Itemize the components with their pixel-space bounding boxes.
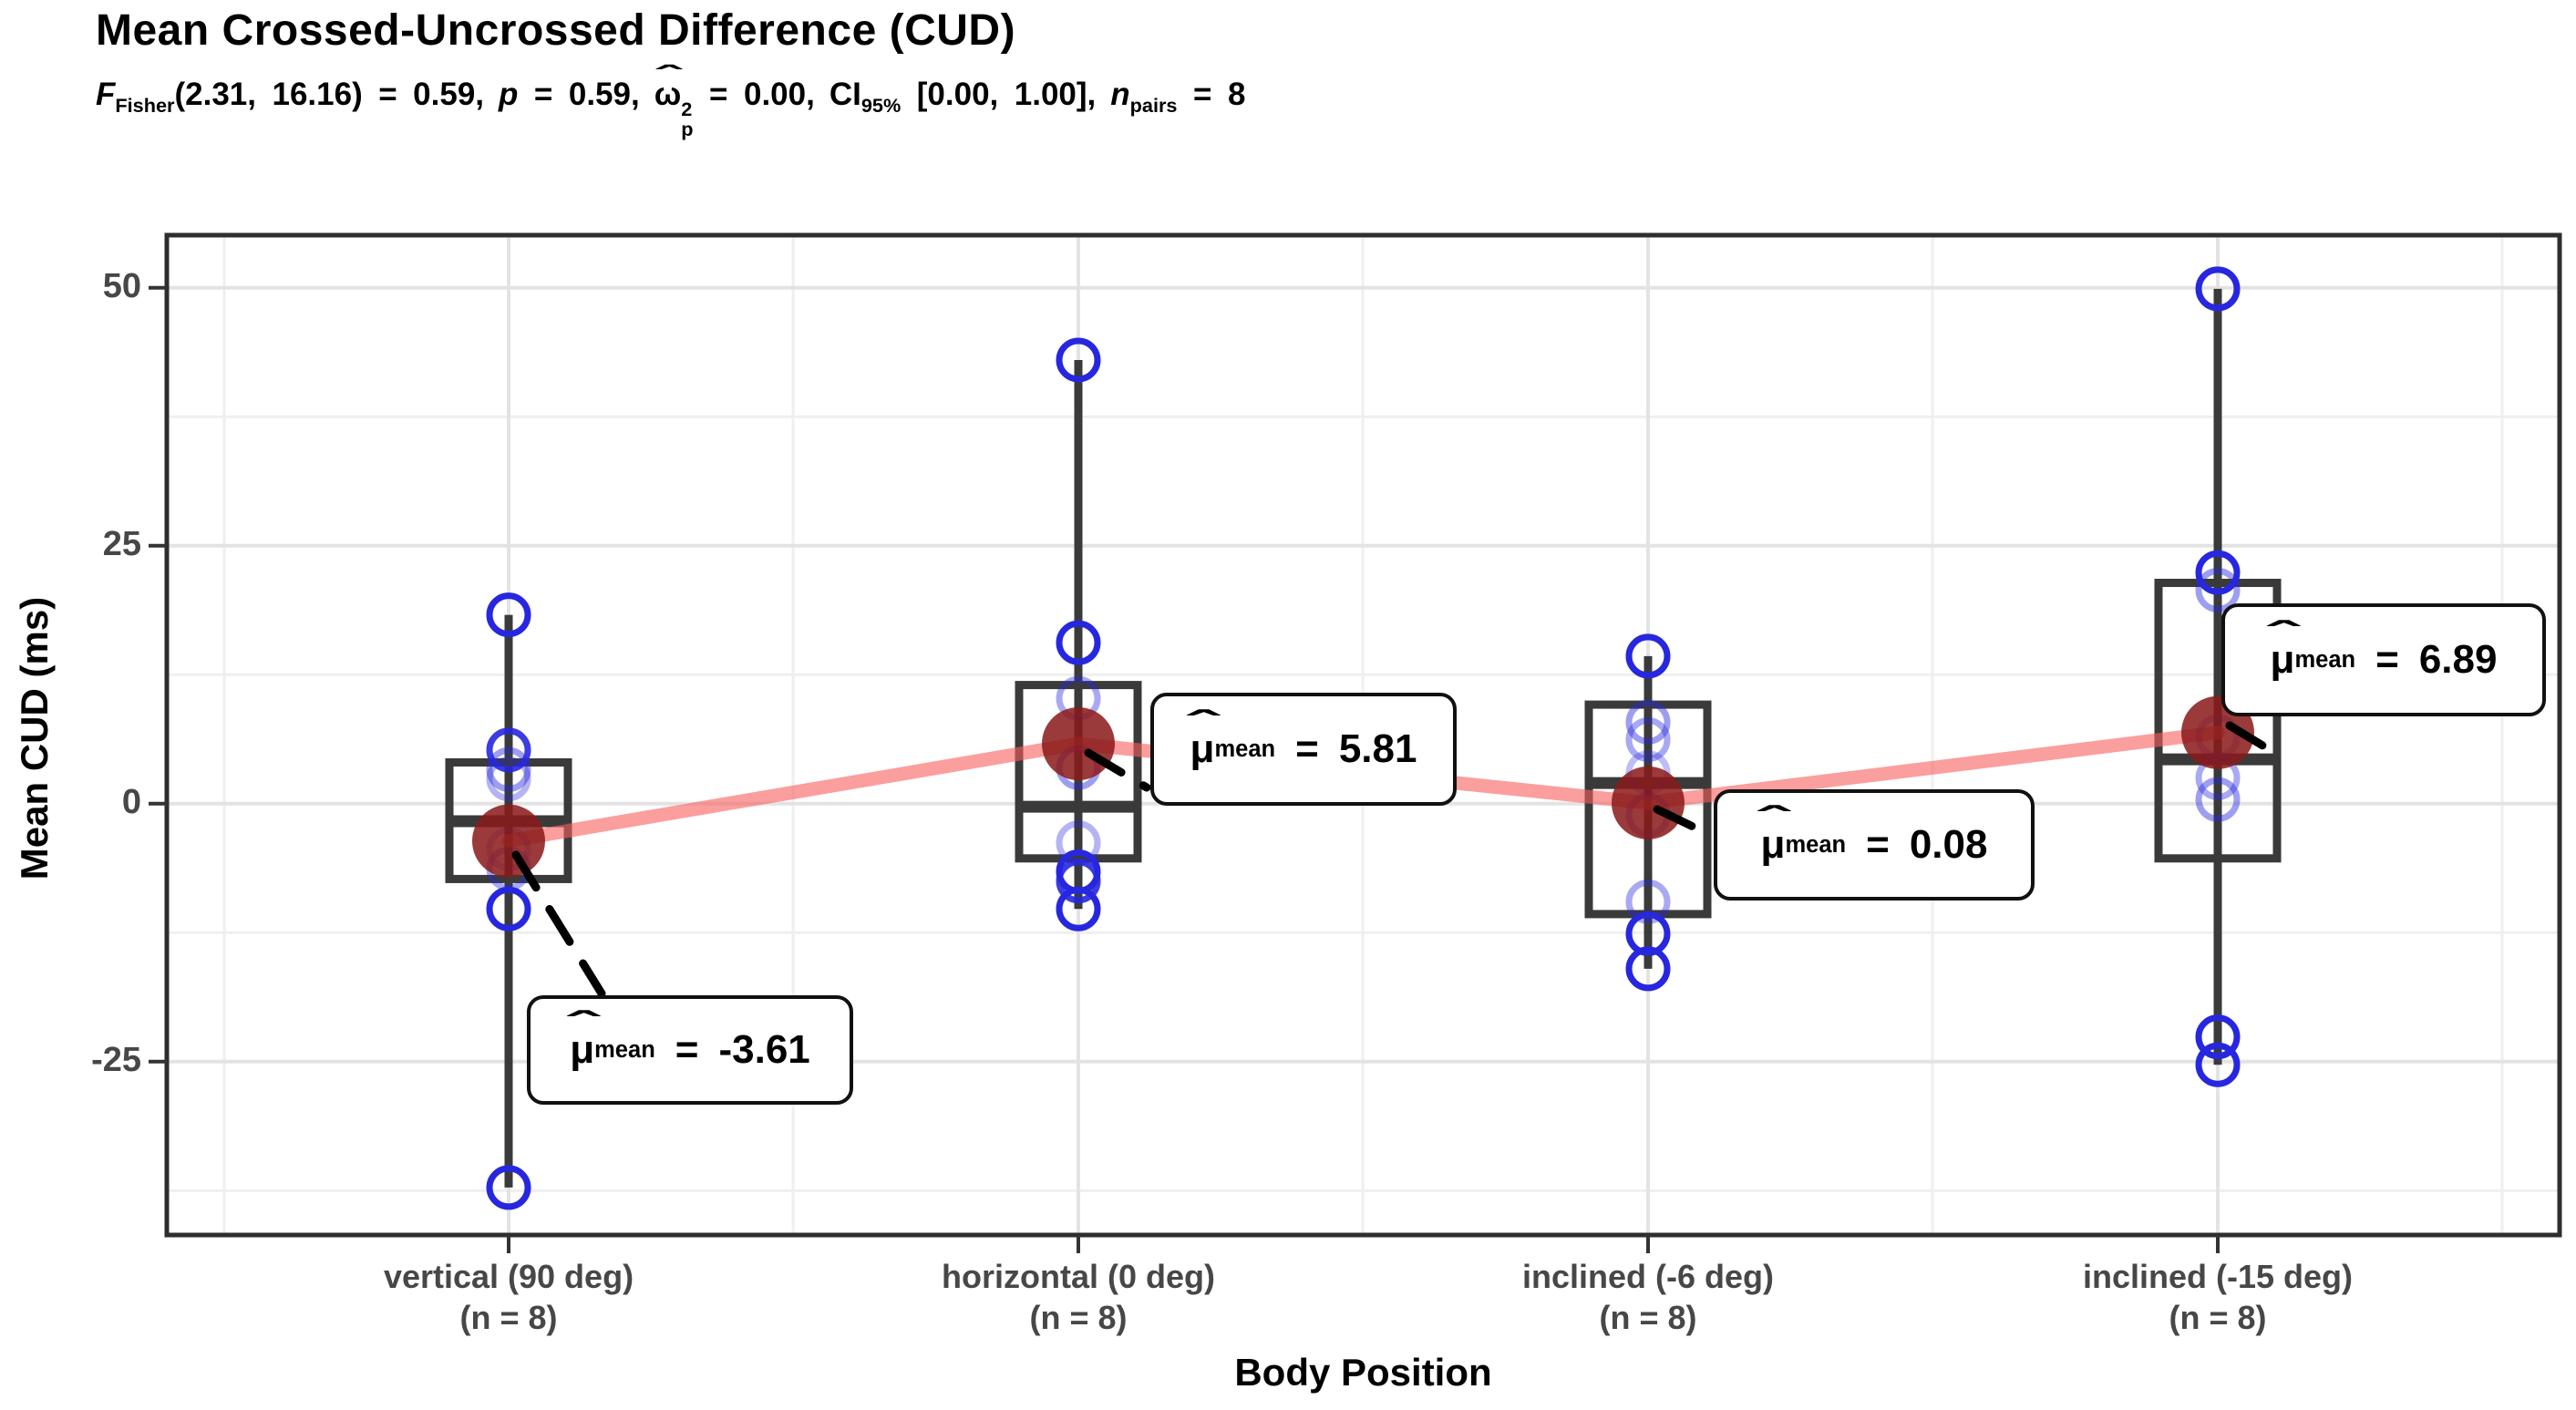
equals-sign: =	[1275, 726, 1339, 771]
y-tick-label: 25	[102, 524, 141, 563]
category-n: (n = 8)	[459, 1299, 558, 1336]
n-subscript: pairs	[1129, 94, 1178, 117]
x-tick-label: vertical (90 deg) (n = 8)	[253, 1256, 764, 1338]
data-point	[486, 756, 531, 802]
f-statistic-symbol: F	[96, 77, 116, 112]
data-point	[1625, 717, 1671, 763]
mean-annotation: ˆ μ mean = 6.89	[2221, 603, 2546, 716]
data-point	[1056, 886, 1101, 931]
mean-subscript: mean	[594, 1036, 655, 1063]
hat-accent: ˆ	[1186, 705, 1219, 746]
category-label: inclined (-6 deg)	[1521, 1258, 1774, 1295]
data-point	[1625, 879, 1671, 924]
x-tick-label: inclined (-15 deg) (n = 8)	[1963, 1256, 2473, 1338]
data-point	[2195, 1014, 2241, 1060]
ci-interval: [0.00, 1.00],	[901, 77, 1097, 112]
data-point	[1056, 337, 1101, 383]
x-tick-label: inclined (-6 deg) (n = 8)	[1393, 1256, 1903, 1338]
category-label: inclined (-15 deg)	[2082, 1258, 2354, 1295]
mean-annotation: ˆ μ mean = 5.81	[1150, 693, 1457, 806]
category-n: (n = 8)	[2169, 1299, 2267, 1336]
mean-value: 0.08	[1909, 822, 1988, 867]
data-point	[1625, 946, 1671, 992]
y-tick-label: -25	[91, 1040, 141, 1079]
n-value: = 8	[1177, 77, 1246, 112]
annotation-leader	[511, 850, 606, 998]
data-point	[486, 1165, 531, 1210]
category-label: horizontal (0 deg)	[942, 1258, 1215, 1295]
data-point	[2195, 550, 2241, 595]
p-value: = 0.59,	[518, 77, 640, 112]
x-tick-label: horizontal (0 deg) (n = 8)	[823, 1256, 1334, 1338]
data-point	[1625, 633, 1671, 679]
annotation-leader	[2225, 721, 2285, 761]
hat-accent: ˆ	[654, 59, 681, 93]
equals-sign: =	[2355, 637, 2419, 682]
omega-value: = 0.00,	[693, 77, 815, 112]
category-n: (n = 8)	[1599, 1299, 1697, 1336]
chart-title: Mean Crossed-Uncrossed Difference (CUD)	[96, 6, 1016, 55]
x-axis-title: Body Position	[1234, 1351, 1492, 1394]
y-tick-label: 50	[102, 266, 141, 305]
data-point	[486, 746, 531, 792]
data-point	[2195, 266, 2241, 312]
ci-symbol: CI	[829, 77, 861, 112]
mean-value: 6.89	[2418, 637, 2498, 682]
ci-level: 95%	[860, 94, 902, 117]
mean-value: 5.81	[1338, 726, 1417, 771]
mean-subscript: mean	[2294, 646, 2356, 673]
mean-dot	[1042, 707, 1115, 781]
hat-accent: ˆ	[1757, 800, 1789, 841]
category-label: vertical (90 deg)	[383, 1258, 634, 1295]
hat-accent: ˆ	[2266, 615, 2299, 656]
f-statistic-subscript: Fisher	[115, 94, 175, 117]
equals-sign: =	[1846, 822, 1910, 867]
annotation-leader	[1653, 805, 1715, 839]
box	[2154, 579, 2282, 863]
data-point	[486, 592, 531, 638]
data-point	[1625, 911, 1671, 956]
mean-annotation: ˆ μ mean = 0.08	[1714, 789, 2035, 901]
data-point	[486, 886, 531, 931]
equals-sign: =	[654, 1027, 719, 1072]
mean-dot	[472, 804, 545, 878]
data-point	[486, 727, 531, 773]
stats-subtitle: FFisher(2.31, 16.16) = 0.59, p = 0.59, ˆ ω 2…	[96, 59, 1246, 141]
hat-accent: ˆ	[566, 1005, 598, 1046]
mean-value: -3.61	[718, 1027, 810, 1072]
category-n: (n = 8)	[1029, 1299, 1128, 1336]
data-point	[2195, 777, 2241, 822]
panel-border	[164, 232, 2562, 1238]
mean-annotation: ˆ μ mean = -3.61	[527, 995, 853, 1105]
mean-subscript: mean	[1214, 736, 1276, 762]
f-degrees-of-freedom: (2.31, 16.16)	[174, 77, 363, 112]
n-symbol: n	[1110, 77, 1130, 112]
f-value: = 0.59,	[362, 77, 485, 112]
data-point	[1056, 859, 1101, 904]
data-point	[1625, 699, 1671, 745]
y-axis-title: Mean CUD (ms)	[13, 596, 56, 880]
data-point	[1056, 620, 1101, 665]
data-point	[2195, 1042, 2241, 1087]
mean-dot	[1612, 766, 1685, 839]
mean-subscript: mean	[1785, 831, 1847, 858]
annotation-leader	[1084, 748, 1151, 792]
data-point	[2195, 567, 2241, 612]
box	[1015, 681, 1142, 863]
y-tick-label: 0	[121, 782, 141, 821]
p-symbol: p	[499, 77, 519, 112]
